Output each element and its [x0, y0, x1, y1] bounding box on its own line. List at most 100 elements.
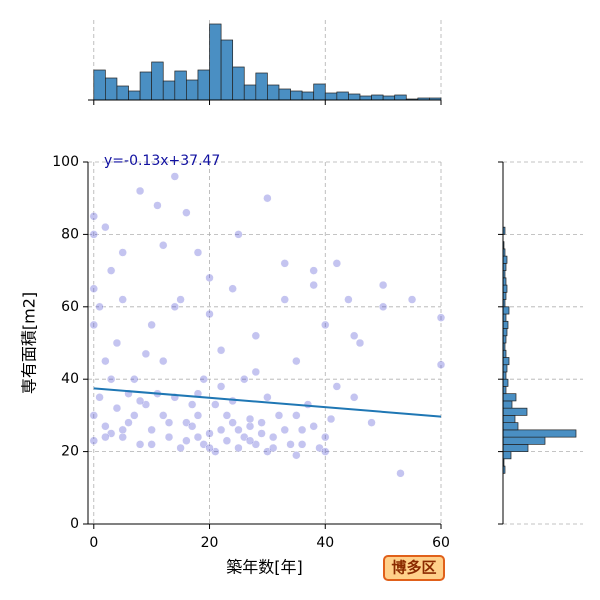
scatter-point: [216, 382, 226, 391]
scatter-point: [112, 403, 122, 413]
hist-bar: [394, 94, 407, 101]
scatter-point: [292, 450, 301, 460]
hist-bar: [301, 91, 315, 101]
scatter-point: [228, 396, 237, 406]
scatter-point: [158, 411, 168, 420]
x-tick-label: 20: [201, 535, 219, 551]
hist-bar: [502, 444, 529, 452]
scatter-point: [436, 313, 446, 322]
scatter-point: [135, 396, 145, 406]
scatter-point: [309, 266, 318, 275]
scatter-point: [95, 393, 104, 402]
y-tick-label: 60: [61, 299, 79, 315]
scatter-point: [251, 367, 261, 377]
regression-line: [93, 387, 442, 418]
scatter-point: [297, 425, 307, 435]
hist-bar: [502, 378, 509, 387]
scatter-point: [89, 320, 99, 330]
hist-bar: [359, 95, 372, 101]
scatter-point: [257, 429, 266, 438]
scatter-point: [234, 443, 243, 453]
scatter-point: [158, 356, 168, 366]
scatter-point: [193, 248, 203, 257]
scatter-point: [170, 172, 180, 181]
hist-bar: [348, 93, 361, 101]
hist-bar: [186, 79, 199, 101]
hist-bar: [502, 407, 528, 416]
scatter-point: [332, 382, 342, 391]
scatter-point: [263, 193, 272, 203]
scatter-point: [187, 400, 197, 409]
scatter-point: [222, 436, 232, 445]
hist-bar: [502, 429, 577, 438]
scatter-point: [349, 331, 359, 341]
scatter-point: [268, 443, 278, 453]
scatter-point: [205, 429, 214, 438]
hist-bar: [162, 80, 176, 101]
scatter-point: [118, 248, 127, 257]
scatter-point: [187, 422, 197, 431]
hist-bar: [116, 85, 129, 101]
scatter-point: [297, 440, 307, 449]
scatter-point: [263, 393, 272, 402]
scatter-point: [182, 436, 191, 445]
scatter-point: [274, 411, 284, 420]
scatter-point: [193, 411, 203, 420]
hist-bar: [220, 39, 234, 101]
hist-bar: [255, 72, 268, 101]
y-tick-label: 100: [52, 154, 79, 170]
hist-bar: [243, 84, 257, 101]
scatter-point: [153, 201, 162, 210]
scatter-point: [355, 338, 365, 348]
scatter-point: [234, 230, 243, 239]
scatter-point: [332, 259, 342, 268]
scatter-point: [228, 418, 237, 427]
hist-bar: [174, 70, 187, 101]
hist-bar: [278, 88, 291, 101]
y-tick-label: 80: [61, 226, 79, 242]
scatter-point: [124, 418, 133, 427]
scatter-point: [89, 436, 99, 445]
x-tick-label: 60: [432, 535, 450, 551]
badge-label: 博多区: [391, 559, 436, 577]
hist-bar: [502, 400, 513, 409]
scatter-point: [321, 320, 330, 330]
hist-bar: [232, 66, 245, 101]
scatter-point: [378, 302, 388, 312]
y-tick-label: 0: [70, 516, 79, 532]
scatter-point: [164, 432, 174, 442]
scatter-point: [118, 425, 127, 435]
scatter-point: [106, 266, 116, 275]
hist-bar: [502, 436, 546, 445]
scatter-point: [407, 295, 417, 304]
scatter-point: [228, 284, 237, 293]
scatter-point: [130, 411, 139, 420]
scatter-point: [344, 295, 353, 304]
hist-bar: [502, 255, 508, 264]
hist-bar: [502, 415, 516, 423]
scatter-point: [176, 295, 185, 304]
scatter-point: [176, 443, 185, 453]
scatter-point: [245, 422, 255, 431]
hist-bar: [382, 95, 396, 101]
scatter-point: [309, 422, 318, 431]
scatter-point: [280, 425, 290, 435]
hist-bar: [105, 77, 118, 101]
hist-bar: [371, 94, 384, 101]
scatter-point: [118, 432, 127, 442]
scatter-point: [436, 360, 446, 369]
scatter-point: [222, 411, 232, 420]
scatter-point: [118, 295, 127, 304]
scatter-point: [292, 411, 301, 420]
hist-bar: [93, 69, 106, 101]
scatter-point: [89, 411, 99, 420]
hist-bar: [502, 393, 517, 402]
hist-bar: [290, 90, 303, 101]
scatter-point: [101, 222, 110, 232]
hist-bar: [128, 90, 141, 101]
scatter-point: [216, 345, 226, 355]
scatter-point: [147, 320, 156, 330]
hist-bar: [209, 23, 222, 101]
scatter-point: [309, 280, 318, 290]
